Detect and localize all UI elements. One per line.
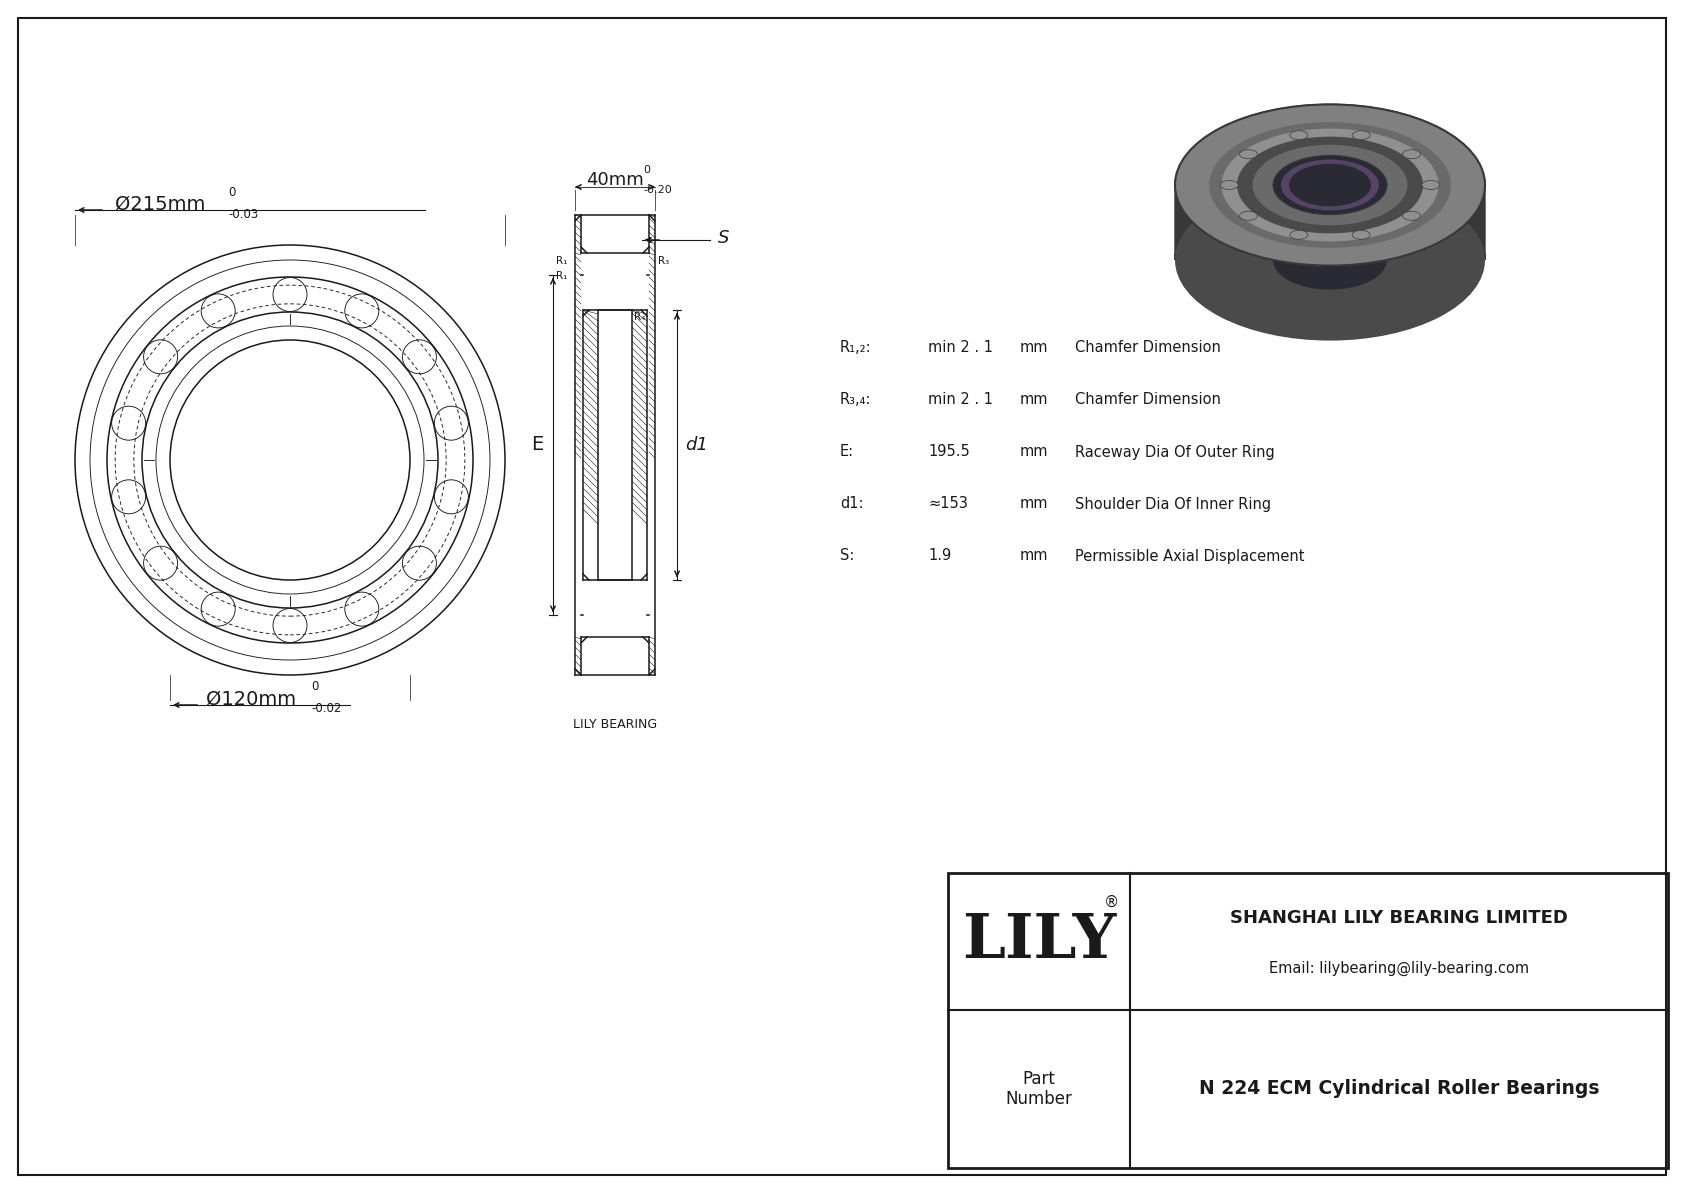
Text: 40mm: 40mm xyxy=(586,172,643,189)
Text: -0.20: -0.20 xyxy=(643,185,672,195)
Text: mm: mm xyxy=(1021,444,1049,460)
Ellipse shape xyxy=(1175,180,1485,341)
Text: R₃,₄:: R₃,₄: xyxy=(840,393,871,407)
Ellipse shape xyxy=(1273,230,1388,289)
Text: 0: 0 xyxy=(643,166,650,175)
Ellipse shape xyxy=(1239,211,1258,220)
Ellipse shape xyxy=(1221,129,1438,242)
Ellipse shape xyxy=(1221,181,1238,189)
Text: ≈153: ≈153 xyxy=(928,497,968,511)
Text: mm: mm xyxy=(1021,341,1049,355)
Text: Email: lilybearing@lily-bearing.com: Email: lilybearing@lily-bearing.com xyxy=(1270,960,1529,975)
Ellipse shape xyxy=(1421,181,1440,189)
Polygon shape xyxy=(1175,105,1485,260)
Text: 0: 0 xyxy=(227,186,236,199)
Text: R₁,₂:: R₁,₂: xyxy=(840,341,872,355)
Text: R₁: R₁ xyxy=(556,256,568,266)
Ellipse shape xyxy=(1209,123,1452,248)
Text: 1.9: 1.9 xyxy=(928,549,951,563)
Text: -0.02: -0.02 xyxy=(312,703,342,716)
Ellipse shape xyxy=(1290,131,1308,139)
Text: d1:: d1: xyxy=(840,497,864,511)
Text: 195.5: 195.5 xyxy=(928,444,970,460)
Text: N 224 ECM Cylindrical Roller Bearings: N 224 ECM Cylindrical Roller Bearings xyxy=(1199,1079,1600,1098)
Text: d1: d1 xyxy=(685,436,707,454)
Ellipse shape xyxy=(1239,150,1258,158)
Text: E:: E: xyxy=(840,444,854,460)
Text: E: E xyxy=(530,436,542,455)
Text: Part
Number: Part Number xyxy=(1005,1070,1073,1109)
Ellipse shape xyxy=(1352,131,1371,139)
Ellipse shape xyxy=(1290,230,1308,239)
Text: Chamfer Dimension: Chamfer Dimension xyxy=(1074,341,1221,355)
Text: mm: mm xyxy=(1021,497,1049,511)
Text: LILY: LILY xyxy=(962,911,1116,972)
Text: mm: mm xyxy=(1021,393,1049,407)
Ellipse shape xyxy=(1282,160,1379,211)
Text: -0.03: -0.03 xyxy=(227,207,258,220)
Text: min 2 . 1: min 2 . 1 xyxy=(928,393,994,407)
Ellipse shape xyxy=(1175,105,1485,266)
Text: R₄: R₄ xyxy=(633,312,645,322)
Ellipse shape xyxy=(1403,150,1421,158)
Text: 0: 0 xyxy=(312,680,318,693)
Text: mm: mm xyxy=(1021,549,1049,563)
Ellipse shape xyxy=(1238,137,1423,233)
Ellipse shape xyxy=(1352,230,1371,239)
Text: Ø215mm: Ø215mm xyxy=(115,194,205,213)
Ellipse shape xyxy=(1253,144,1408,225)
Text: ®: ® xyxy=(1105,894,1120,910)
Text: Permissible Axial Displacement: Permissible Axial Displacement xyxy=(1074,549,1305,563)
Ellipse shape xyxy=(1288,163,1371,206)
Text: S:: S: xyxy=(840,549,854,563)
Ellipse shape xyxy=(1273,155,1388,214)
Text: R₃: R₃ xyxy=(658,256,669,266)
Text: Raceway Dia Of Outer Ring: Raceway Dia Of Outer Ring xyxy=(1074,444,1275,460)
Ellipse shape xyxy=(1403,211,1421,220)
Text: Shoulder Dia Of Inner Ring: Shoulder Dia Of Inner Ring xyxy=(1074,497,1271,511)
Text: Chamfer Dimension: Chamfer Dimension xyxy=(1074,393,1221,407)
Text: min 2 . 1: min 2 . 1 xyxy=(928,341,994,355)
Text: R₁: R₁ xyxy=(556,272,568,281)
Text: LILY BEARING: LILY BEARING xyxy=(573,718,657,731)
Text: SHANGHAI LILY BEARING LIMITED: SHANGHAI LILY BEARING LIMITED xyxy=(1229,909,1568,927)
Text: Ø120mm: Ø120mm xyxy=(205,690,296,709)
Bar xyxy=(948,873,1667,1168)
Text: S: S xyxy=(717,229,729,247)
